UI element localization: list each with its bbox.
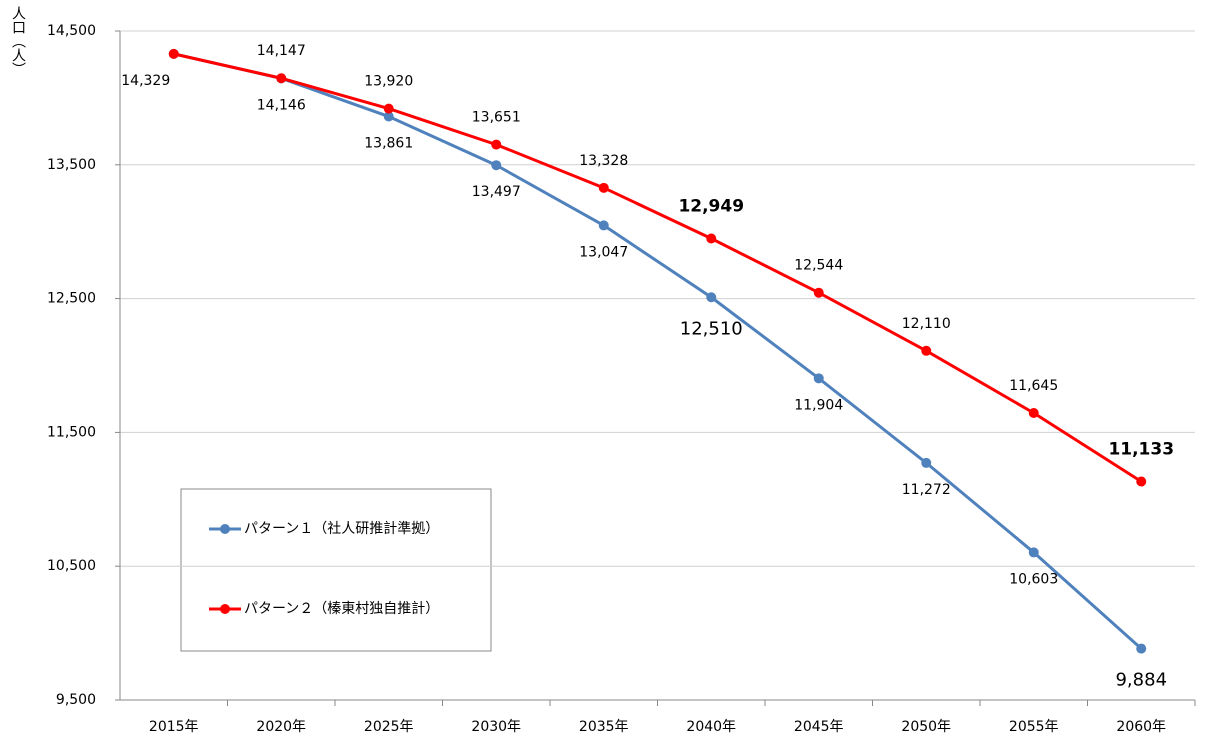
data-label: 11,133: [1108, 440, 1174, 460]
y-tick-label: 12,500: [47, 291, 96, 307]
data-label: 14,146: [257, 97, 306, 113]
x-tick-label: 2025年: [364, 719, 414, 735]
data-label: 13,328: [579, 153, 628, 169]
x-tick-label: 2060年: [1116, 719, 1166, 735]
series-line: [173, 52, 1143, 650]
x-tick-label: 2055年: [1009, 719, 1059, 735]
data-label: 13,047: [579, 244, 628, 260]
data-label: 14,329: [121, 73, 170, 89]
data-label: 9,884: [1115, 670, 1167, 691]
data-label: 14,147: [257, 43, 306, 59]
x-tick-label: 2045年: [794, 719, 844, 735]
data-label: 12,510: [680, 318, 743, 339]
point: [1028, 547, 1039, 558]
legend-box: [180, 488, 492, 652]
legend-marker: [220, 604, 230, 614]
point: [1028, 407, 1039, 418]
data-label: 12,110: [902, 316, 951, 332]
data-label: 12,949: [678, 197, 744, 217]
point: [491, 139, 502, 150]
data-label: 12,544: [794, 258, 843, 274]
point: [813, 287, 824, 298]
data-label: 11,904: [794, 397, 843, 413]
point: [491, 160, 502, 171]
series-line: [173, 52, 1143, 483]
point: [168, 48, 179, 59]
data-label: 13,861: [364, 135, 413, 151]
y-tick-label: 9,500: [56, 692, 96, 708]
x-tick-label: 2040年: [686, 719, 736, 735]
data-label: 10,603: [1009, 571, 1058, 587]
data-label: 13,651: [472, 110, 521, 126]
y-tick-label: 14,500: [47, 23, 96, 39]
point: [706, 292, 717, 303]
legend-label: パターン２（榛東村独自推計）: [244, 600, 439, 617]
point: [383, 103, 394, 114]
point: [383, 111, 394, 122]
x-tick-label: 2020年: [256, 719, 306, 735]
y-tick-label: 11,500: [47, 424, 96, 440]
y-tick-label: 13,500: [47, 157, 96, 173]
data-label: 13,497: [472, 184, 521, 200]
x-tick-label: 2050年: [901, 719, 951, 735]
x-tick-label: 2015年: [149, 719, 199, 735]
point: [1136, 643, 1147, 654]
legend-label: パターン１（社人研推計準拠）: [244, 521, 439, 537]
point: [1136, 476, 1147, 487]
y-tick-label: 10,500: [47, 558, 96, 574]
point: [921, 345, 932, 356]
data-label: 11,272: [902, 482, 951, 498]
data-label: 11,645: [1009, 378, 1058, 394]
x-tick-label: 2035年: [579, 719, 629, 735]
point: [706, 233, 717, 244]
point: [276, 73, 287, 84]
legend-marker: [220, 524, 230, 534]
point: [813, 373, 824, 384]
point: [598, 182, 609, 193]
y-axis-title: 人口（人）: [10, 6, 26, 76]
data-label: 13,920: [364, 74, 413, 90]
point: [598, 220, 609, 231]
point: [921, 457, 932, 468]
x-tick-label: 2030年: [471, 719, 521, 735]
